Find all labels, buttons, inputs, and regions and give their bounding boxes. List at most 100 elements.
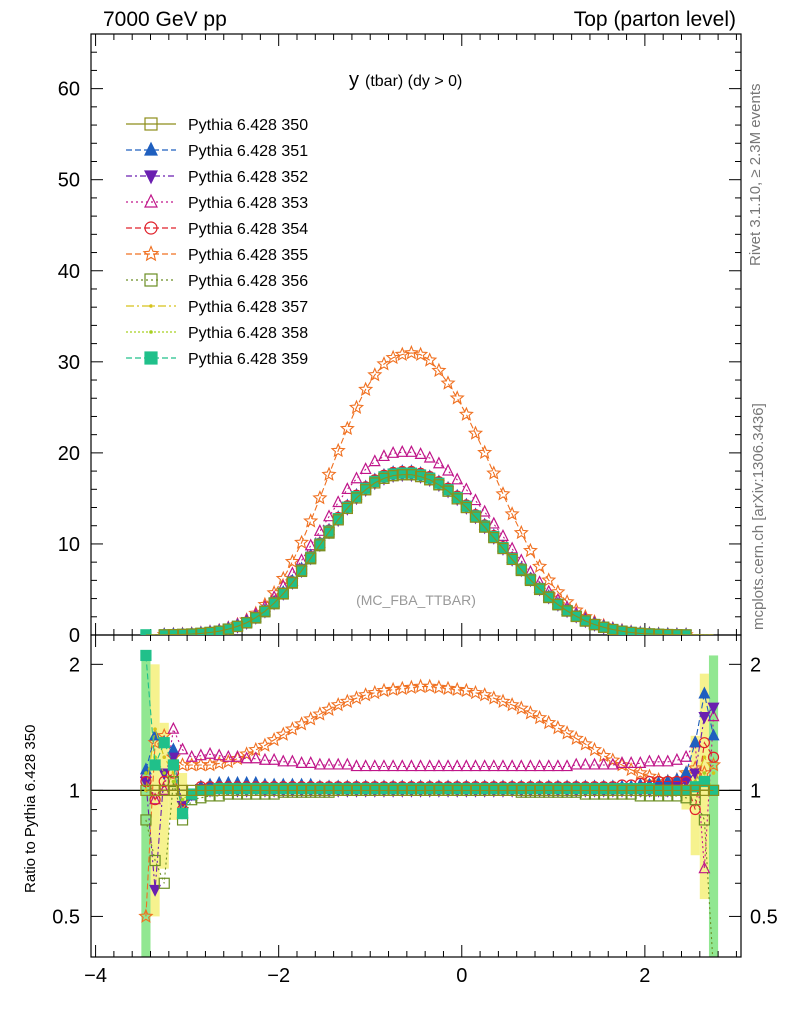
data-point xyxy=(305,552,317,564)
data-point xyxy=(323,784,335,796)
legend-entry: Pythia 6.428 351 xyxy=(188,143,308,160)
data-point xyxy=(543,784,555,796)
data-point xyxy=(541,714,557,730)
data-point xyxy=(387,784,399,796)
data-point xyxy=(479,521,491,533)
data-point xyxy=(403,679,419,694)
data-point xyxy=(506,759,519,772)
data-point xyxy=(405,469,418,481)
data-point xyxy=(396,759,409,772)
data-point xyxy=(605,752,621,767)
data-point xyxy=(348,690,365,705)
ratio-y-tick-label-left: 0.5 xyxy=(52,906,80,928)
data-point xyxy=(680,784,692,796)
main-y-tick-label: 40 xyxy=(58,261,80,283)
ratio-y-tick-label-left: 1 xyxy=(69,780,80,802)
data-point xyxy=(486,690,502,705)
data-point xyxy=(561,784,573,796)
data-point xyxy=(350,784,363,796)
data-point xyxy=(376,682,392,698)
data-point xyxy=(440,680,456,696)
data-point xyxy=(643,628,656,635)
data-point xyxy=(579,615,591,627)
data-point xyxy=(284,721,300,736)
data-point xyxy=(671,629,683,635)
data-point xyxy=(250,612,262,624)
data-point xyxy=(707,784,720,796)
data-point xyxy=(671,784,683,796)
data-point xyxy=(711,771,716,775)
data-point xyxy=(479,784,491,796)
data-point xyxy=(194,748,207,761)
data-point xyxy=(314,784,326,796)
data-point xyxy=(506,553,518,566)
data-point xyxy=(442,463,455,476)
data-point xyxy=(542,759,555,772)
data-point xyxy=(387,470,399,482)
data-point xyxy=(158,783,171,795)
data-point xyxy=(689,735,702,748)
data-point xyxy=(222,749,235,762)
data-point xyxy=(176,742,189,755)
data-point xyxy=(643,754,656,767)
x-tick-label: −2 xyxy=(267,965,290,987)
data-point xyxy=(440,375,456,390)
data-point xyxy=(185,749,198,762)
data-point xyxy=(702,755,707,760)
data-point xyxy=(330,442,346,458)
data-point xyxy=(643,784,656,796)
data-point xyxy=(303,711,319,726)
data-point xyxy=(486,465,502,480)
data-point xyxy=(414,759,427,772)
data-point xyxy=(195,784,207,796)
data-point xyxy=(702,771,707,775)
data-point xyxy=(707,751,720,763)
data-point xyxy=(387,759,400,772)
data-point xyxy=(312,490,328,505)
data-point xyxy=(167,759,179,771)
legend-entry: Pythia 6.428 350 xyxy=(188,117,308,134)
data-point xyxy=(634,627,646,635)
data-point xyxy=(662,628,674,635)
data-point xyxy=(698,712,711,724)
data-point xyxy=(138,908,154,923)
legend-entry: Pythia 6.428 355 xyxy=(188,247,308,264)
data-point xyxy=(149,330,153,334)
data-point xyxy=(167,784,179,796)
data-point xyxy=(240,751,253,764)
data-point xyxy=(286,754,299,767)
data-point xyxy=(359,462,372,475)
data-point xyxy=(360,784,372,796)
data-point xyxy=(241,784,253,796)
data-point xyxy=(149,759,161,771)
data-point xyxy=(478,504,491,517)
data-point xyxy=(250,784,262,796)
data-point xyxy=(295,756,308,768)
data-point xyxy=(423,759,436,772)
data-point xyxy=(144,221,158,235)
data-point xyxy=(341,502,353,515)
data-point xyxy=(286,577,299,589)
data-point xyxy=(495,693,511,708)
data-point xyxy=(460,501,472,514)
data-point xyxy=(294,534,310,549)
data-point xyxy=(460,759,473,772)
data-point xyxy=(142,245,160,262)
series-line xyxy=(145,474,714,635)
ratio-band xyxy=(708,655,719,957)
data-point xyxy=(360,484,372,496)
ratio-line xyxy=(145,685,714,917)
data-point xyxy=(524,759,537,772)
data-point xyxy=(394,346,410,361)
data-point xyxy=(449,390,465,405)
data-point xyxy=(670,752,683,765)
data-point xyxy=(588,784,601,796)
data-point xyxy=(550,719,566,735)
data-point xyxy=(433,479,445,491)
data-point xyxy=(422,352,438,367)
data-point xyxy=(385,349,401,365)
data-point xyxy=(616,784,628,796)
data-point xyxy=(698,686,711,699)
data-point xyxy=(332,514,344,526)
